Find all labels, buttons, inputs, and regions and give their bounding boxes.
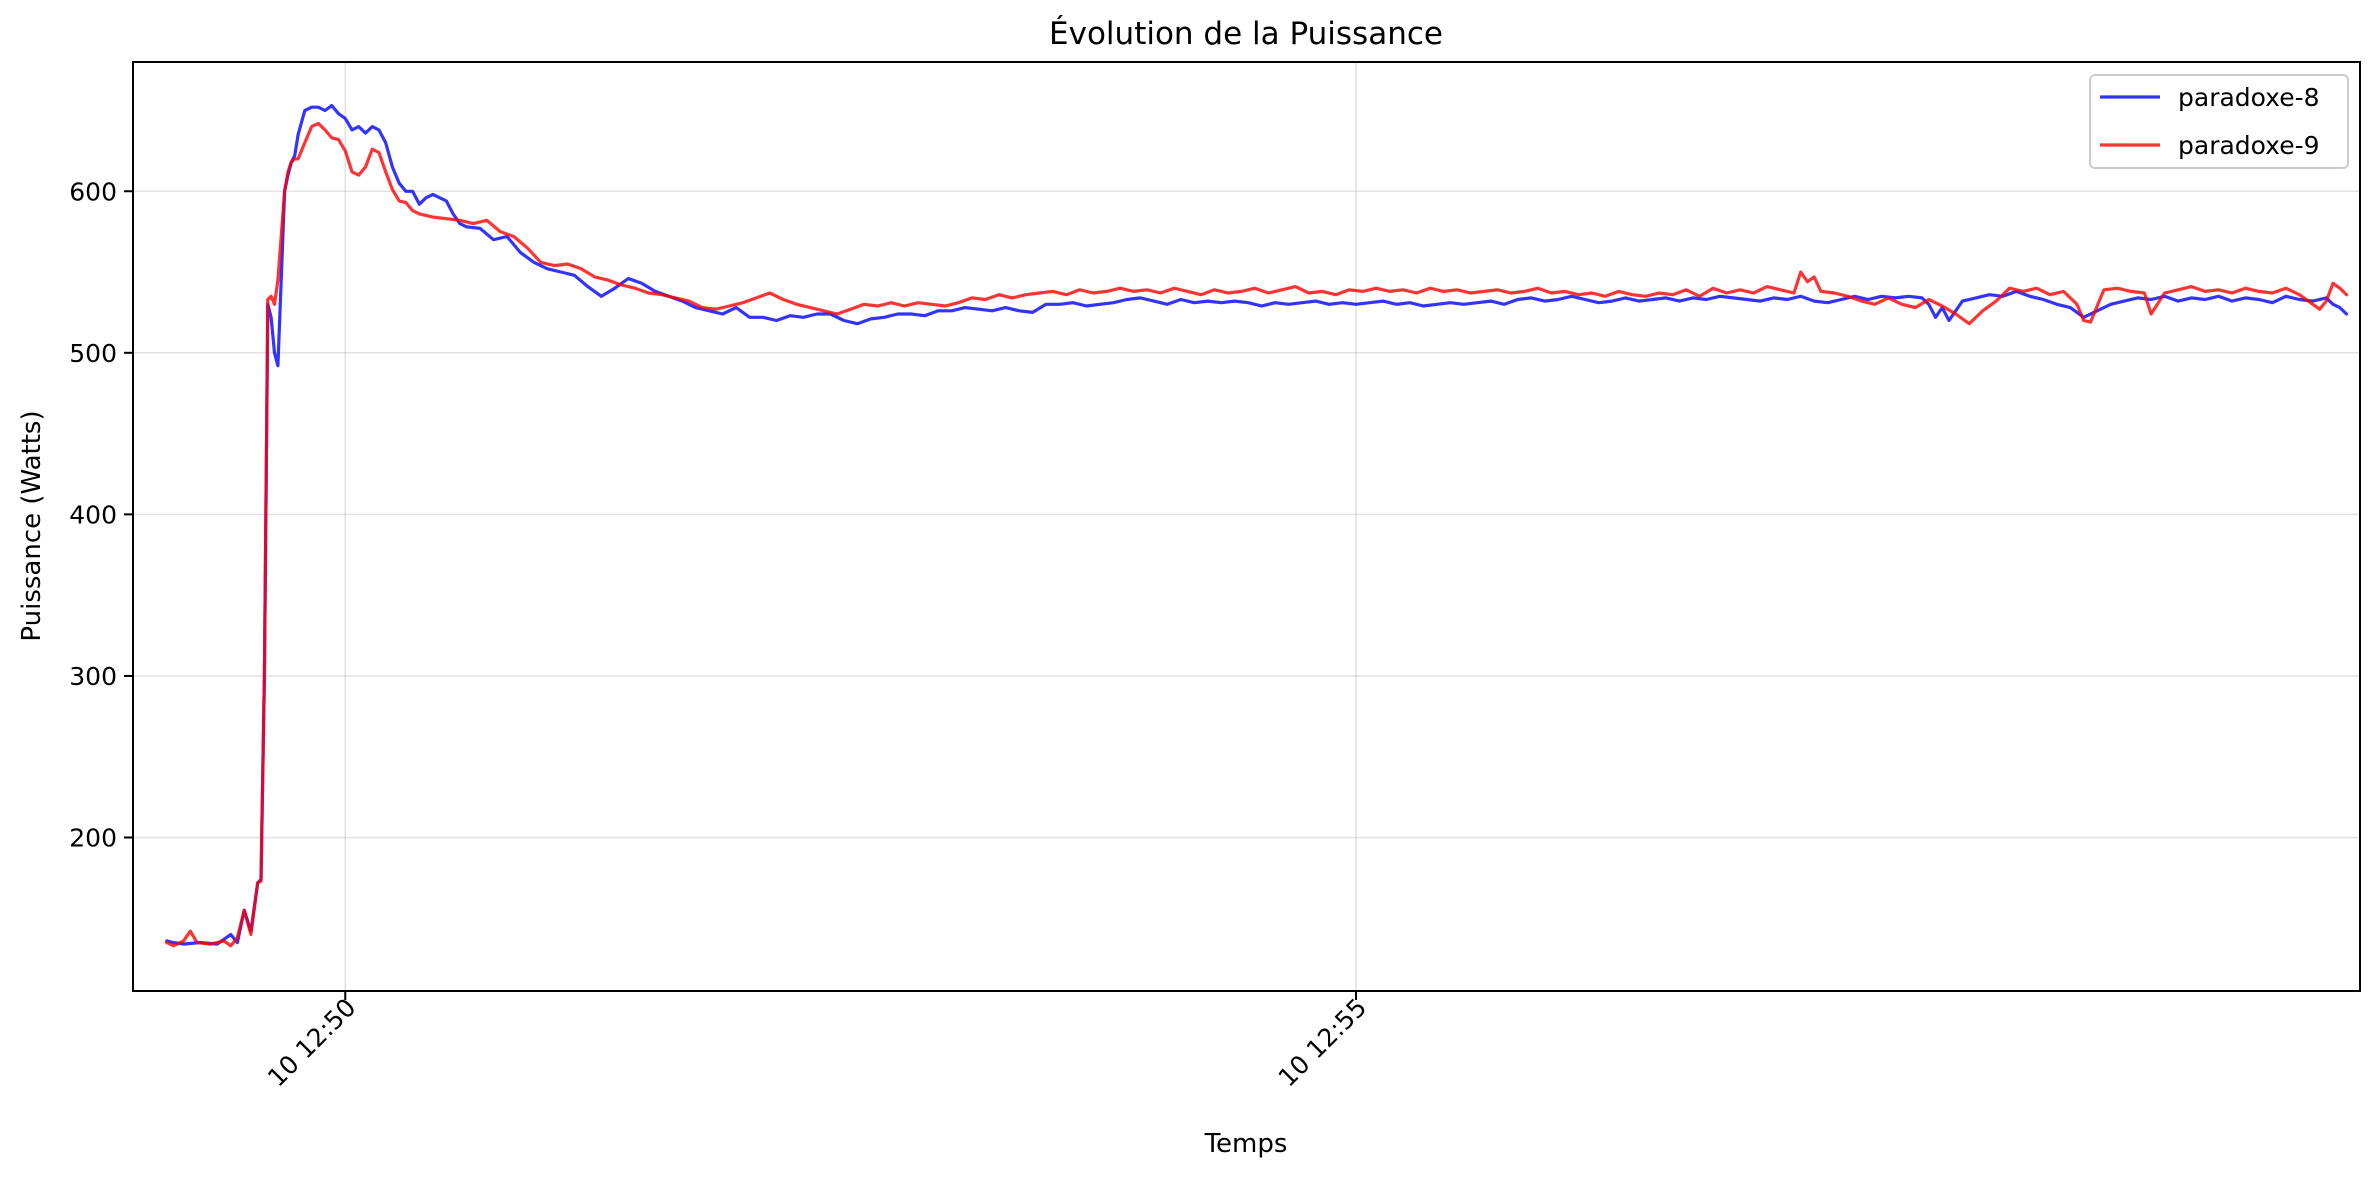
plot-frame [132, 61, 2361, 992]
legend-label-paradoxe-9: paradoxe-9 [2178, 131, 2320, 160]
series-line-paradoxe-9 [165, 121, 2349, 948]
y-tick-label: 600 [69, 177, 117, 206]
y-tick-label: 500 [69, 339, 117, 368]
y-tick-label: 400 [69, 500, 117, 529]
y-axis-label: Puissance (Watts) [17, 410, 47, 641]
legend: paradoxe-8 paradoxe-9 [2089, 74, 2349, 169]
series-line-paradoxe-8 [165, 104, 2349, 946]
y-tick-label: 300 [69, 662, 117, 691]
y-tick-label: 200 [69, 824, 117, 853]
x-axis-label: Temps [1204, 1129, 1288, 1159]
legend-label-paradoxe-8: paradoxe-8 [2178, 83, 2320, 112]
chart-title: Évolution de la Puissance [1049, 16, 1443, 52]
series-layer [165, 104, 2349, 948]
grid-lines [133, 62, 2360, 991]
